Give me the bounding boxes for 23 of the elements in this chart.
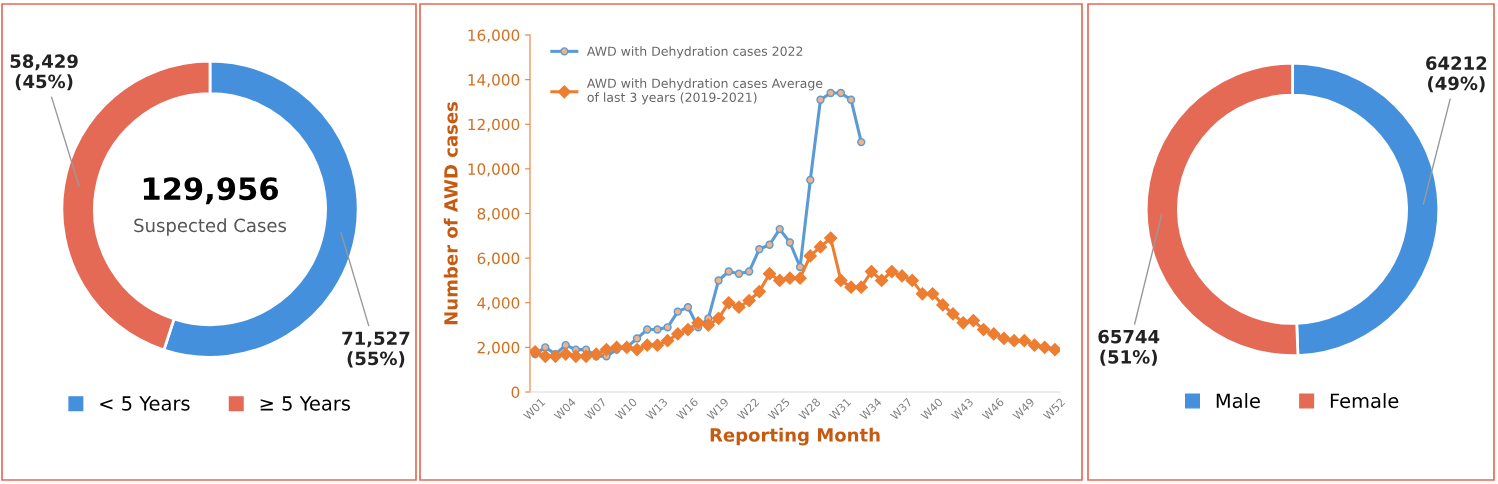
y-tick-label: 6,000 [477,252,520,266]
data-label: 64212 (49%) [1426,56,1487,93]
y-tick-label: 8,000 [477,207,520,222]
data-label: 58,429 (45%) [10,54,78,91]
y-tick-label: 16,000 [468,29,520,43]
y-tick-label: 0 [511,386,520,399]
text: Suspected Cases [134,218,287,236]
legend-label: AWD with Dehydration cases 2022 [586,46,803,59]
y-tick-label: 10,000 [468,163,520,177]
y-tick-label: 4,000 [477,297,520,311]
legend-label: Male [1216,393,1260,409]
legend-label: ≥ 5 Years [260,396,350,411]
y-tick-label: 14,000 [468,74,520,88]
y-axis-title: Number of AWD cases [443,102,458,325]
y-tick-label: 2,000 [477,341,520,355]
data-label: 71,527 (55%) [342,331,410,368]
x-axis-title: Reporting Month [710,427,880,446]
text: 129,956 [143,177,278,205]
y-tick-label: 12,000 [468,118,520,132]
legend-label: Female [1330,393,1399,409]
legend-label: AWD with Dehydration cases Average of last 3 years (2019-2021) [586,78,823,105]
legend-label: < 5 Years [100,396,190,411]
data-label: 65744 (51%) [1098,329,1160,366]
